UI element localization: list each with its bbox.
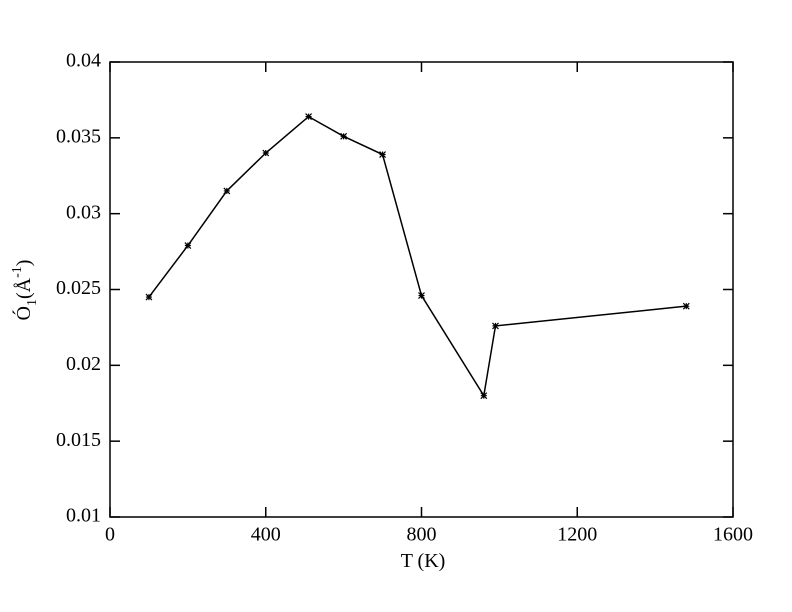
y-label-sub: 1 xyxy=(25,299,40,306)
data-marker xyxy=(682,302,690,310)
y-axis-label: Ó1(Å-1) xyxy=(10,260,40,321)
x-tick-label: 800 xyxy=(407,524,437,546)
y-tick-label: 0.025 xyxy=(56,277,101,299)
x-tick-label: 1200 xyxy=(557,524,597,546)
data-marker xyxy=(305,113,313,121)
data-marker xyxy=(379,151,386,158)
y-tick-label: 0.03 xyxy=(66,201,101,223)
y-label-close: ) xyxy=(13,260,35,267)
x-tick-label: 400 xyxy=(251,524,281,546)
data-line xyxy=(148,115,687,398)
y-tick-label: 0.015 xyxy=(56,429,101,451)
y-label-unit: (Å xyxy=(13,277,35,299)
y-tick-label: 0.01 xyxy=(66,505,101,527)
data-marker xyxy=(184,242,192,249)
data-marker xyxy=(492,322,499,330)
y-tick-label: 0.02 xyxy=(66,353,101,375)
plot-frame xyxy=(109,61,734,518)
data-marker xyxy=(145,293,153,301)
y-tick-label: 0.035 xyxy=(56,125,101,147)
data-marker xyxy=(418,292,425,299)
data-marker xyxy=(262,149,270,157)
data-marker xyxy=(223,187,231,195)
y-label-sup: -1 xyxy=(10,266,25,278)
y-tick-label: 0.04 xyxy=(66,50,101,72)
y-label-symbol: Ó xyxy=(11,306,35,320)
x-tick-label: 0 xyxy=(105,524,115,546)
x-axis-label: T (K) xyxy=(401,550,446,572)
data-marker xyxy=(340,132,348,140)
data-marker xyxy=(480,392,488,400)
x-tick-label: 1600 xyxy=(713,524,753,546)
